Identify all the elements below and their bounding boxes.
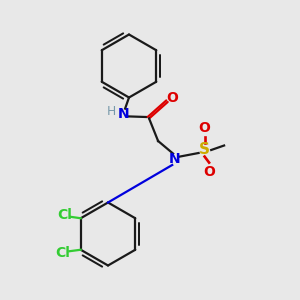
- Text: O: O: [199, 121, 211, 134]
- Text: Cl: Cl: [57, 208, 72, 222]
- Text: H: H: [106, 105, 116, 118]
- Text: O: O: [166, 92, 178, 105]
- Text: N: N: [118, 107, 129, 121]
- Text: Cl: Cl: [55, 246, 70, 260]
- Text: O: O: [203, 166, 215, 179]
- Text: N: N: [169, 152, 180, 166]
- Text: S: S: [199, 142, 210, 158]
